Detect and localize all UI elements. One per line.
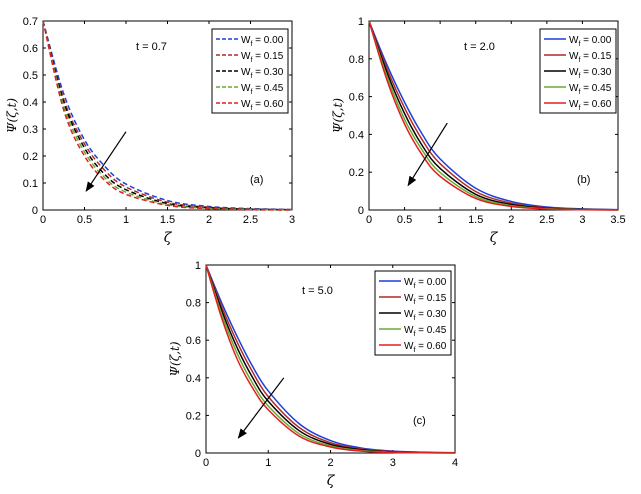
panel-label: (c) [413,415,426,427]
x-tick-label: 0.5 [397,214,412,226]
series-line-4 [42,20,293,211]
panel-1: 0 0.5 1 1.5 2 2.5 3 3.5 0 0.2 0.4 0.6 0.8 1 ζ Ψ(ζ,t) t =… [331,16,626,246]
legend-label: Wf = 0.30 [241,67,284,80]
time-annotation: t = 2.0 [464,41,495,53]
y-tick-label: 0 [32,205,38,217]
x-tick-label: 2 [206,214,212,226]
x-tick-label: 0.5 [77,214,92,226]
series-line-4 [368,20,619,211]
y-tick-label: 0.1 [23,178,38,190]
y-tick-label: 0.6 [349,92,364,104]
legend: Wf = 0.00 Wf = 0.15 Wf = 0.30 Wf = 0.45 Wf =… [374,270,452,356]
legend-label: Wf = 0.30 [404,309,447,322]
legend-label: Wf = 0.45 [404,325,447,338]
panel-label: (a) [250,174,263,186]
x-axis-label: ζ [490,230,499,246]
legend-label: Wf = 0.45 [241,83,284,96]
trend-arrow [237,377,285,439]
series-line-2 [42,20,293,211]
x-tick-label: 2.5 [539,214,554,226]
y-axis-label: Ψ(ζ,t) [168,341,182,376]
y-tick-label: 0.2 [349,167,364,179]
time-annotation: t = 5.0 [302,285,333,297]
legend-label: Wf = 0.60 [404,341,447,354]
x-tick-label: 1 [265,457,271,469]
panel-2: 0 1 2 3 4 0 0.2 0.4 0.6 0.8 1 ζ Ψ(ζ,t) t = 5.0 (c) Wf =… [168,260,458,489]
legend-label: Wf = 0.00 [241,35,284,48]
y-tick-label: 0.4 [186,373,201,385]
series-line-0 [42,20,293,211]
legend-label: Wf = 0.30 [569,67,612,80]
y-tick-label: 0.6 [186,335,201,347]
trend-arrow [85,131,127,192]
x-tick-label: 0 [40,214,46,226]
x-tick-label: 3 [579,214,585,226]
legend-label: Wf = 0.15 [241,51,284,64]
y-tick-label: 0.3 [23,124,38,136]
legend-label: Wf = 0.00 [569,35,612,48]
x-tick-label: 2 [508,214,514,226]
y-tick-label: 0.4 [349,129,364,141]
y-tick-label: 0.8 [186,298,201,310]
series-line-4 [205,264,456,454]
legend: Wf = 0.00 Wf = 0.15 Wf = 0.30 Wf = 0.45 Wf =… [211,28,289,114]
x-axis-label: ζ [164,230,173,246]
legend-box [374,270,452,356]
trend-arrow [407,122,448,187]
y-axis-label: Ψ(ζ,t) [5,98,19,133]
y-tick-label: 0.2 [23,151,38,163]
legend-label: Wf = 0.15 [404,293,447,306]
y-tick-label: 0.8 [349,54,364,66]
x-tick-label: 0 [203,457,209,469]
y-axis-label: Ψ(ζ,t) [331,98,345,133]
x-axis-label: ζ [327,473,336,489]
x-tick-label: 1.5 [468,214,483,226]
x-tick-label: 1 [123,214,129,226]
x-tick-label: 4 [452,457,458,469]
y-tick-label: 0.6 [23,43,38,55]
y-tick-label: 0 [195,448,201,460]
series-line-3 [42,20,293,211]
panel-label: (b) [577,174,590,186]
x-tick-label: 3 [390,457,396,469]
x-tick-label: 0 [366,214,372,226]
y-tick-label: 0.4 [23,97,38,109]
x-tick-label: 2.5 [243,214,258,226]
y-tick-label: 1 [358,16,364,28]
legend-label: Wf = 0.60 [569,99,612,112]
x-tick-label: 3 [289,214,295,226]
plot-frame [368,20,619,211]
legend-label: Wf = 0.60 [241,99,284,112]
legend-label: Wf = 0.45 [569,83,612,96]
legend-label: Wf = 0.15 [569,51,612,64]
x-tick-label: 1.5 [160,214,175,226]
x-tick-label: 3.5 [610,214,625,226]
y-tick-label: 1 [195,260,201,272]
y-tick-label: 0.7 [23,16,38,28]
y-tick-label: 0.2 [186,410,201,422]
x-tick-label: 1 [437,214,443,226]
x-tick-label: 2 [327,457,333,469]
y-tick-label: 0.5 [23,70,38,82]
legend: Wf = 0.00 Wf = 0.15 Wf = 0.30 Wf = 0.45 Wf =… [539,28,617,114]
time-annotation: t = 0.7 [136,41,167,53]
panel-0: 0 0.5 1 1.5 2 2.5 3 0 0.1 0.2 0.3 0.4 0.5 0.6 0.7 ζ Ψ(ζ,… [5,16,295,246]
legend-label: Wf = 0.00 [404,277,447,290]
y-tick-label: 0 [358,205,364,217]
